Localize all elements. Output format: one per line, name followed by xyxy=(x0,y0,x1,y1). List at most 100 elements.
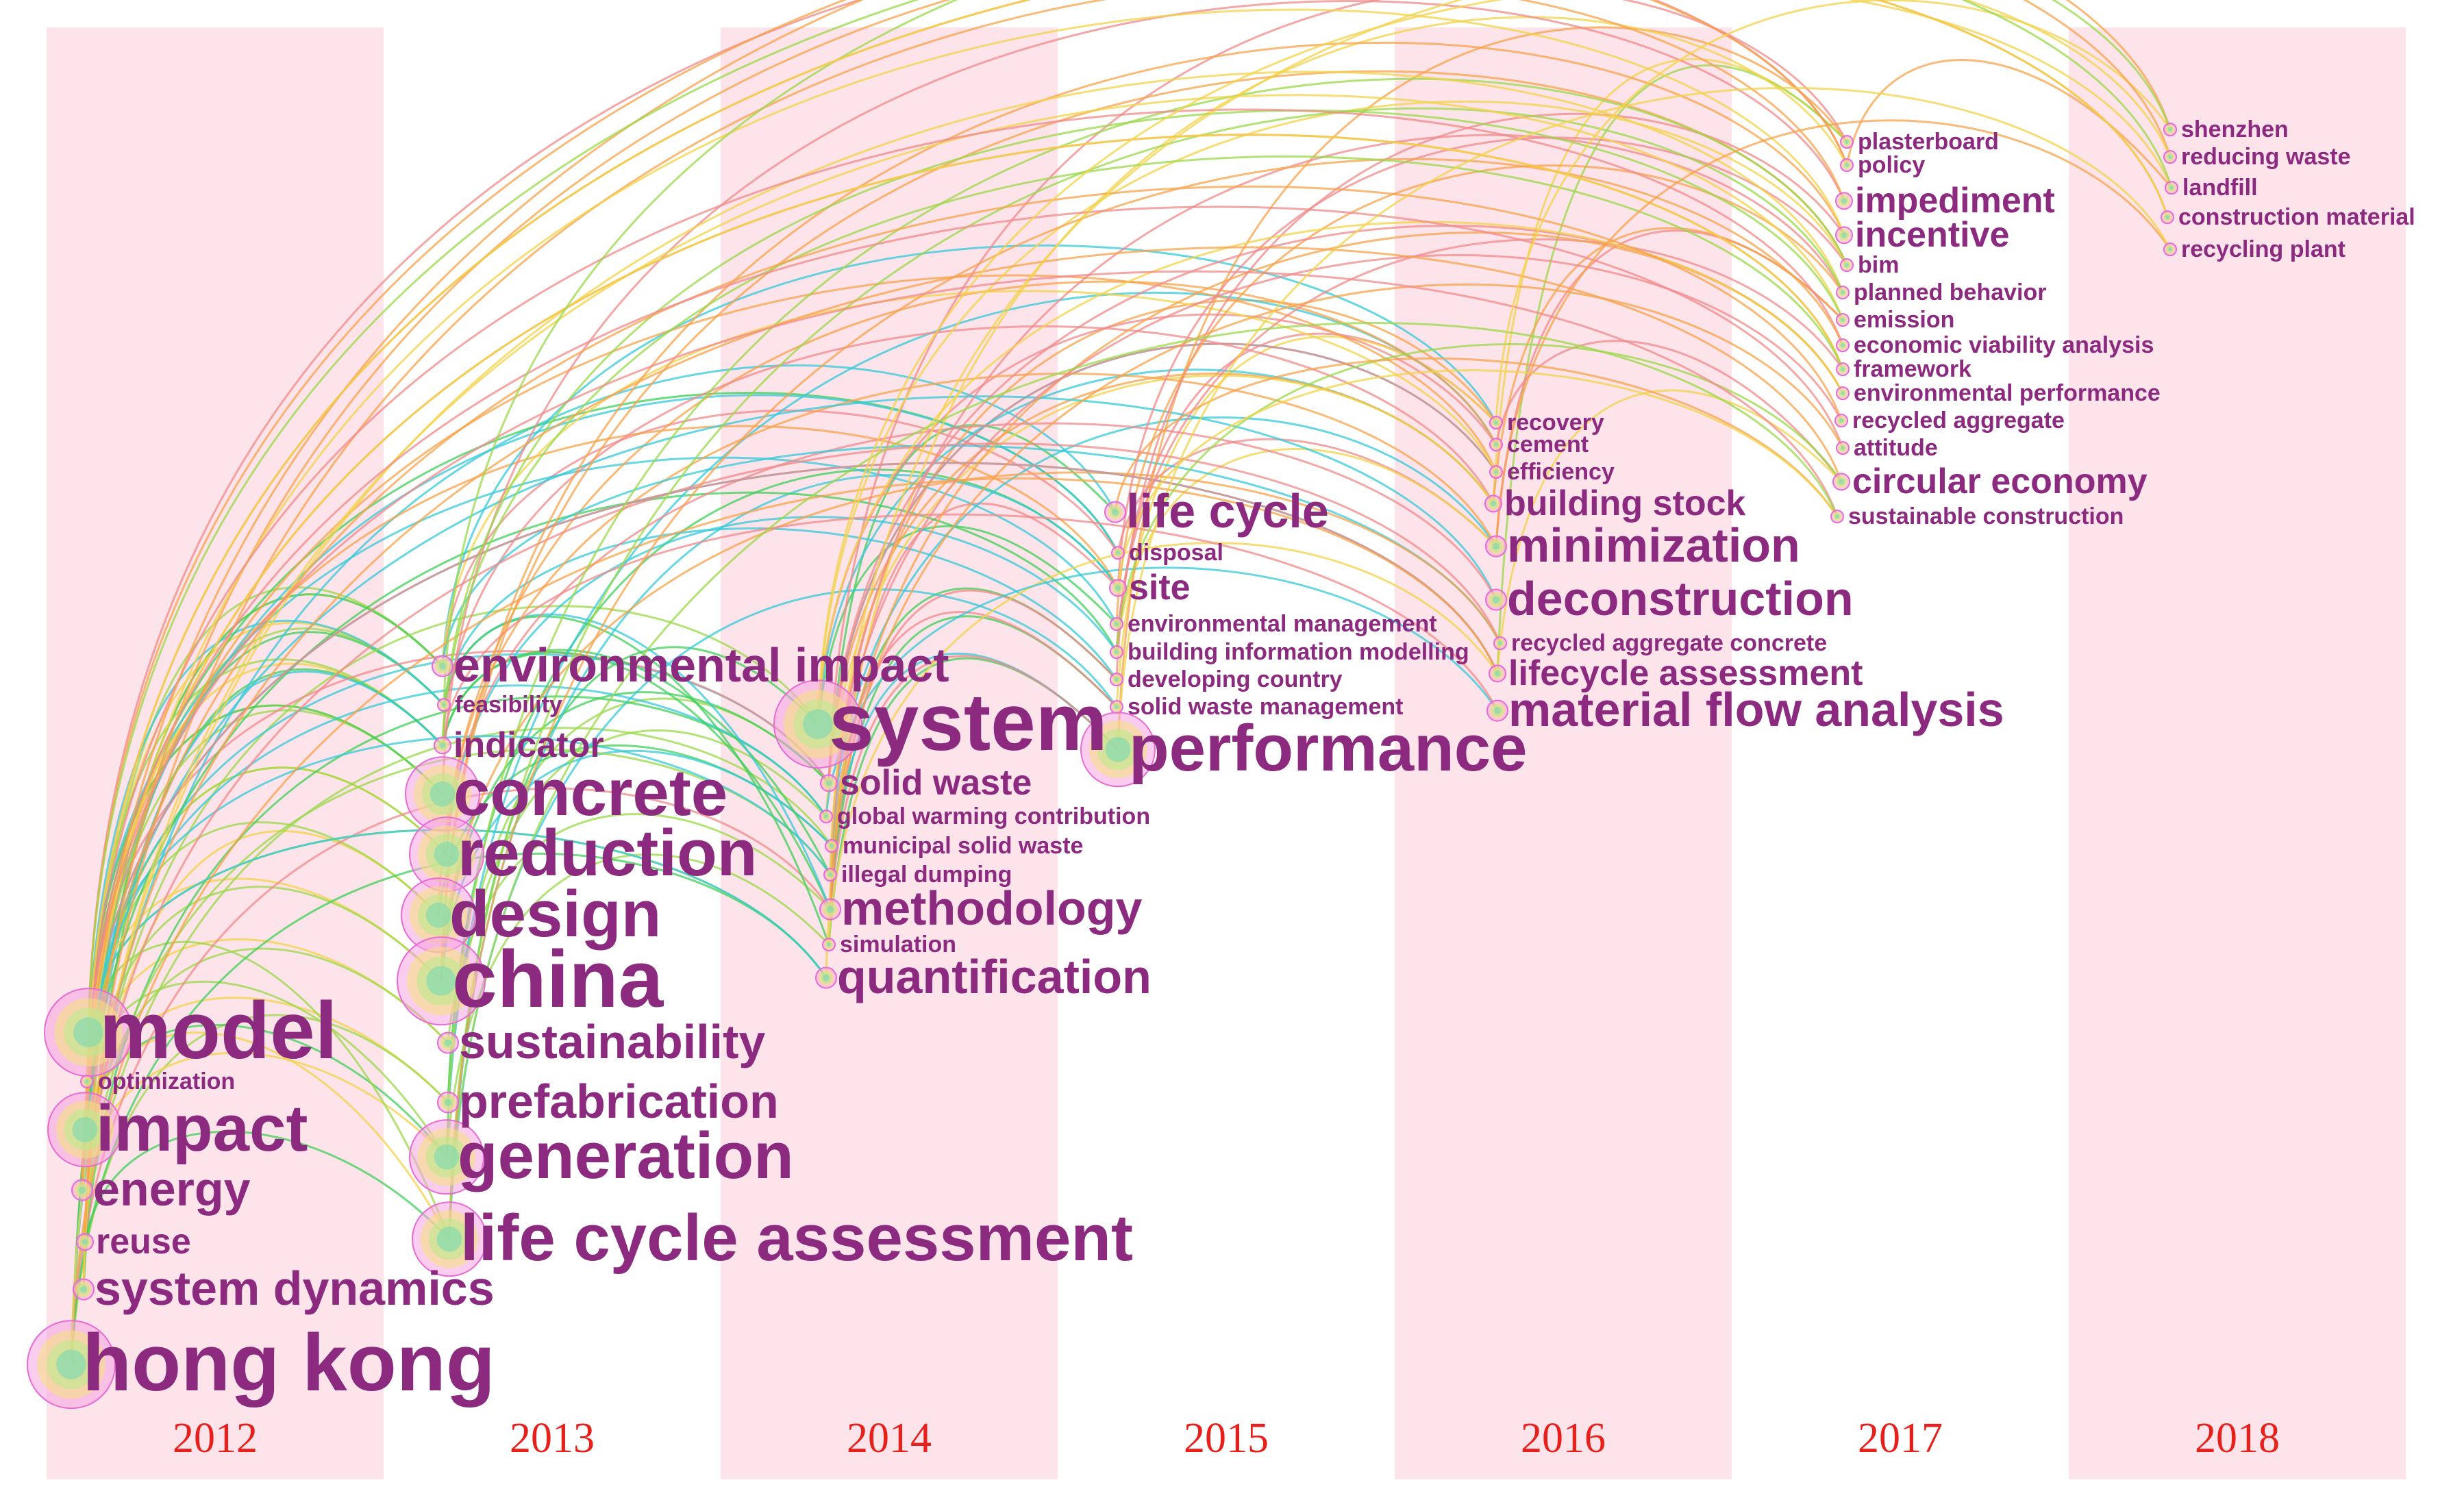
keyword-system-dynamics: system dynamics xyxy=(95,1262,495,1315)
node-framework xyxy=(1836,362,1850,377)
keyword-illegal-dumping: illegal dumping xyxy=(841,862,1012,888)
node-recycled-aggregate xyxy=(1834,414,1848,428)
link-indicator-to-framework xyxy=(441,155,1844,746)
link-china-to-recycled-aggregate-concrete xyxy=(440,471,1502,981)
link-system-dynamics-to-impediment xyxy=(82,0,1845,1290)
node-emission xyxy=(1836,313,1850,327)
keyword-reducing-waste: reducing waste xyxy=(2181,144,2351,170)
keyword-emission: emission xyxy=(1854,307,1954,333)
keyword-prefabrication: prefabrication xyxy=(459,1075,779,1128)
keyword-model: model xyxy=(99,986,338,1076)
keyword-impediment: impediment xyxy=(1855,181,2055,221)
keyword-policy: policy xyxy=(1858,152,1925,178)
keyword-recycled-aggregate: recycled aggregate xyxy=(1852,408,2065,434)
year-label-2013: 2013 xyxy=(510,1415,595,1462)
node-deconstruction xyxy=(1485,588,1507,611)
link-recovery-to-shenzhen xyxy=(1495,0,2171,423)
link-model-to-life-cycle-assessment xyxy=(87,940,451,1240)
keyword-optimization: optimization xyxy=(98,1068,235,1094)
keyword-minimization: minimization xyxy=(1507,518,1800,572)
keyword-recycled-aggregate-concrete: recycled aggregate concrete xyxy=(1511,630,1827,656)
keyword-environmental-impact: environmental impact xyxy=(453,638,949,692)
link-lifecycle-assessment-to-circular-economy xyxy=(1496,389,1843,674)
link-feasibility-to-shenzhen xyxy=(443,0,2171,705)
link-reuse-to-life-cycle-assessment xyxy=(84,1130,451,1242)
link-indicator-to-building-stock xyxy=(441,325,1495,746)
keyword-material-flow-analysis: material flow analysis xyxy=(1508,683,2004,736)
year-label-2018: 2018 xyxy=(2195,1415,2280,1462)
node-hong-kong xyxy=(27,1320,116,1410)
year-label-2012: 2012 xyxy=(173,1415,258,1462)
year-bands xyxy=(47,27,2406,1479)
link-impact-to-deconstruction xyxy=(84,395,1497,1130)
link-municipal-solid-waste-to-recycled-aggregate xyxy=(830,254,1843,847)
link-system-dynamics-to-emission xyxy=(82,94,1844,1290)
keyword-recycling-plant: recycling plant xyxy=(2181,236,2345,262)
link-environmental-impact-to-recovery xyxy=(441,244,1497,666)
keyword-circular-economy: circular economy xyxy=(1852,462,2148,501)
node-impediment xyxy=(1835,192,1853,210)
link-methodology-to-performance xyxy=(829,655,1119,910)
keyword-efficiency: efficiency xyxy=(1507,459,1615,485)
link-system-to-environmental-management xyxy=(817,525,1118,725)
node-lifecycle-assessment xyxy=(1489,664,1506,683)
node-incentive xyxy=(1835,226,1853,245)
link-impact-to-framework xyxy=(84,134,1844,1130)
keyword-municipal-solid-waste: municipal solid waste xyxy=(843,833,1083,859)
link-site-to-sustainable-construction xyxy=(1117,369,1839,588)
link-hong-kong-to-planned-behavior xyxy=(70,71,1844,1365)
keyword-indicator: indicator xyxy=(453,725,604,765)
node-impact xyxy=(47,1092,123,1168)
link-design-to-cement xyxy=(437,280,1497,916)
node-simulation xyxy=(822,938,836,952)
keyword-shenzhen: shenzhen xyxy=(2181,116,2289,142)
node-construction-material xyxy=(2161,210,2174,225)
keyword-nodes xyxy=(27,123,2178,1410)
node-energy xyxy=(71,1179,93,1201)
node-disposal xyxy=(1111,546,1125,560)
link-optimization-to-attitude xyxy=(86,205,1844,1082)
node-global-warming-contribution xyxy=(819,810,833,824)
link-system-to-landfill xyxy=(817,0,2173,725)
link-reduction-to-minimization xyxy=(445,373,1497,855)
keyword-concrete: concrete xyxy=(453,756,727,829)
keyword-methodology: methodology xyxy=(841,881,1142,935)
keyword-performance: performance xyxy=(1129,712,1528,785)
link-hong-kong-to-lifecycle-assessment xyxy=(70,477,1499,1365)
node-reducing-waste xyxy=(2163,150,2177,164)
keyword-construction-material: construction material xyxy=(2178,204,2415,230)
link-energy-to-shenzhen xyxy=(81,0,2171,1190)
link-reuse-to-circular-economy xyxy=(84,246,1843,1242)
node-recycled-aggregate-concrete xyxy=(1493,636,1507,651)
node-minimization xyxy=(1485,535,1507,558)
node-shenzhen xyxy=(2163,123,2177,137)
node-sustainable-construction xyxy=(1830,510,1844,524)
node-municipal-solid-waste xyxy=(825,839,838,853)
link-optimization-to-site xyxy=(86,425,1119,1082)
keyword-sustainable-construction: sustainable construction xyxy=(1848,503,2124,529)
link-reduction-to-deconstruction xyxy=(445,422,1497,855)
node-life-cycle xyxy=(1104,501,1126,523)
link-solid-waste-to-efficiency xyxy=(827,342,1497,784)
link-generation-to-simulation xyxy=(445,853,830,1157)
keyword-attitude: attitude xyxy=(1854,435,1938,461)
keyword-energy: energy xyxy=(93,1162,251,1216)
keyword-building-information-modelling: building information modelling xyxy=(1128,639,1469,665)
node-methodology xyxy=(819,898,841,921)
link-reduction-to-building-information-modelling xyxy=(445,516,1118,855)
link-solid-waste-to-life-cycle xyxy=(827,424,1117,784)
year-label-2014: 2014 xyxy=(847,1415,932,1462)
node-building-stock xyxy=(1484,495,1502,513)
node-solid-waste-management xyxy=(1110,700,1123,714)
link-system-to-bim xyxy=(817,100,1848,725)
keyword-life-cycle-assessment: life cycle assessment xyxy=(460,1201,1133,1275)
keyword-framework: framework xyxy=(1854,356,1971,382)
link-life-cycle-assessment-to-sustainable-construction xyxy=(448,322,1839,1240)
link-energy-to-recycled-aggregate xyxy=(81,185,1843,1190)
node-policy xyxy=(1840,158,1854,173)
link-optimization-to-sustainable-construction xyxy=(86,270,1839,1082)
keyword-hong-kong: hong kong xyxy=(82,1318,495,1408)
link-performance-to-plasterboard xyxy=(1117,26,1848,750)
